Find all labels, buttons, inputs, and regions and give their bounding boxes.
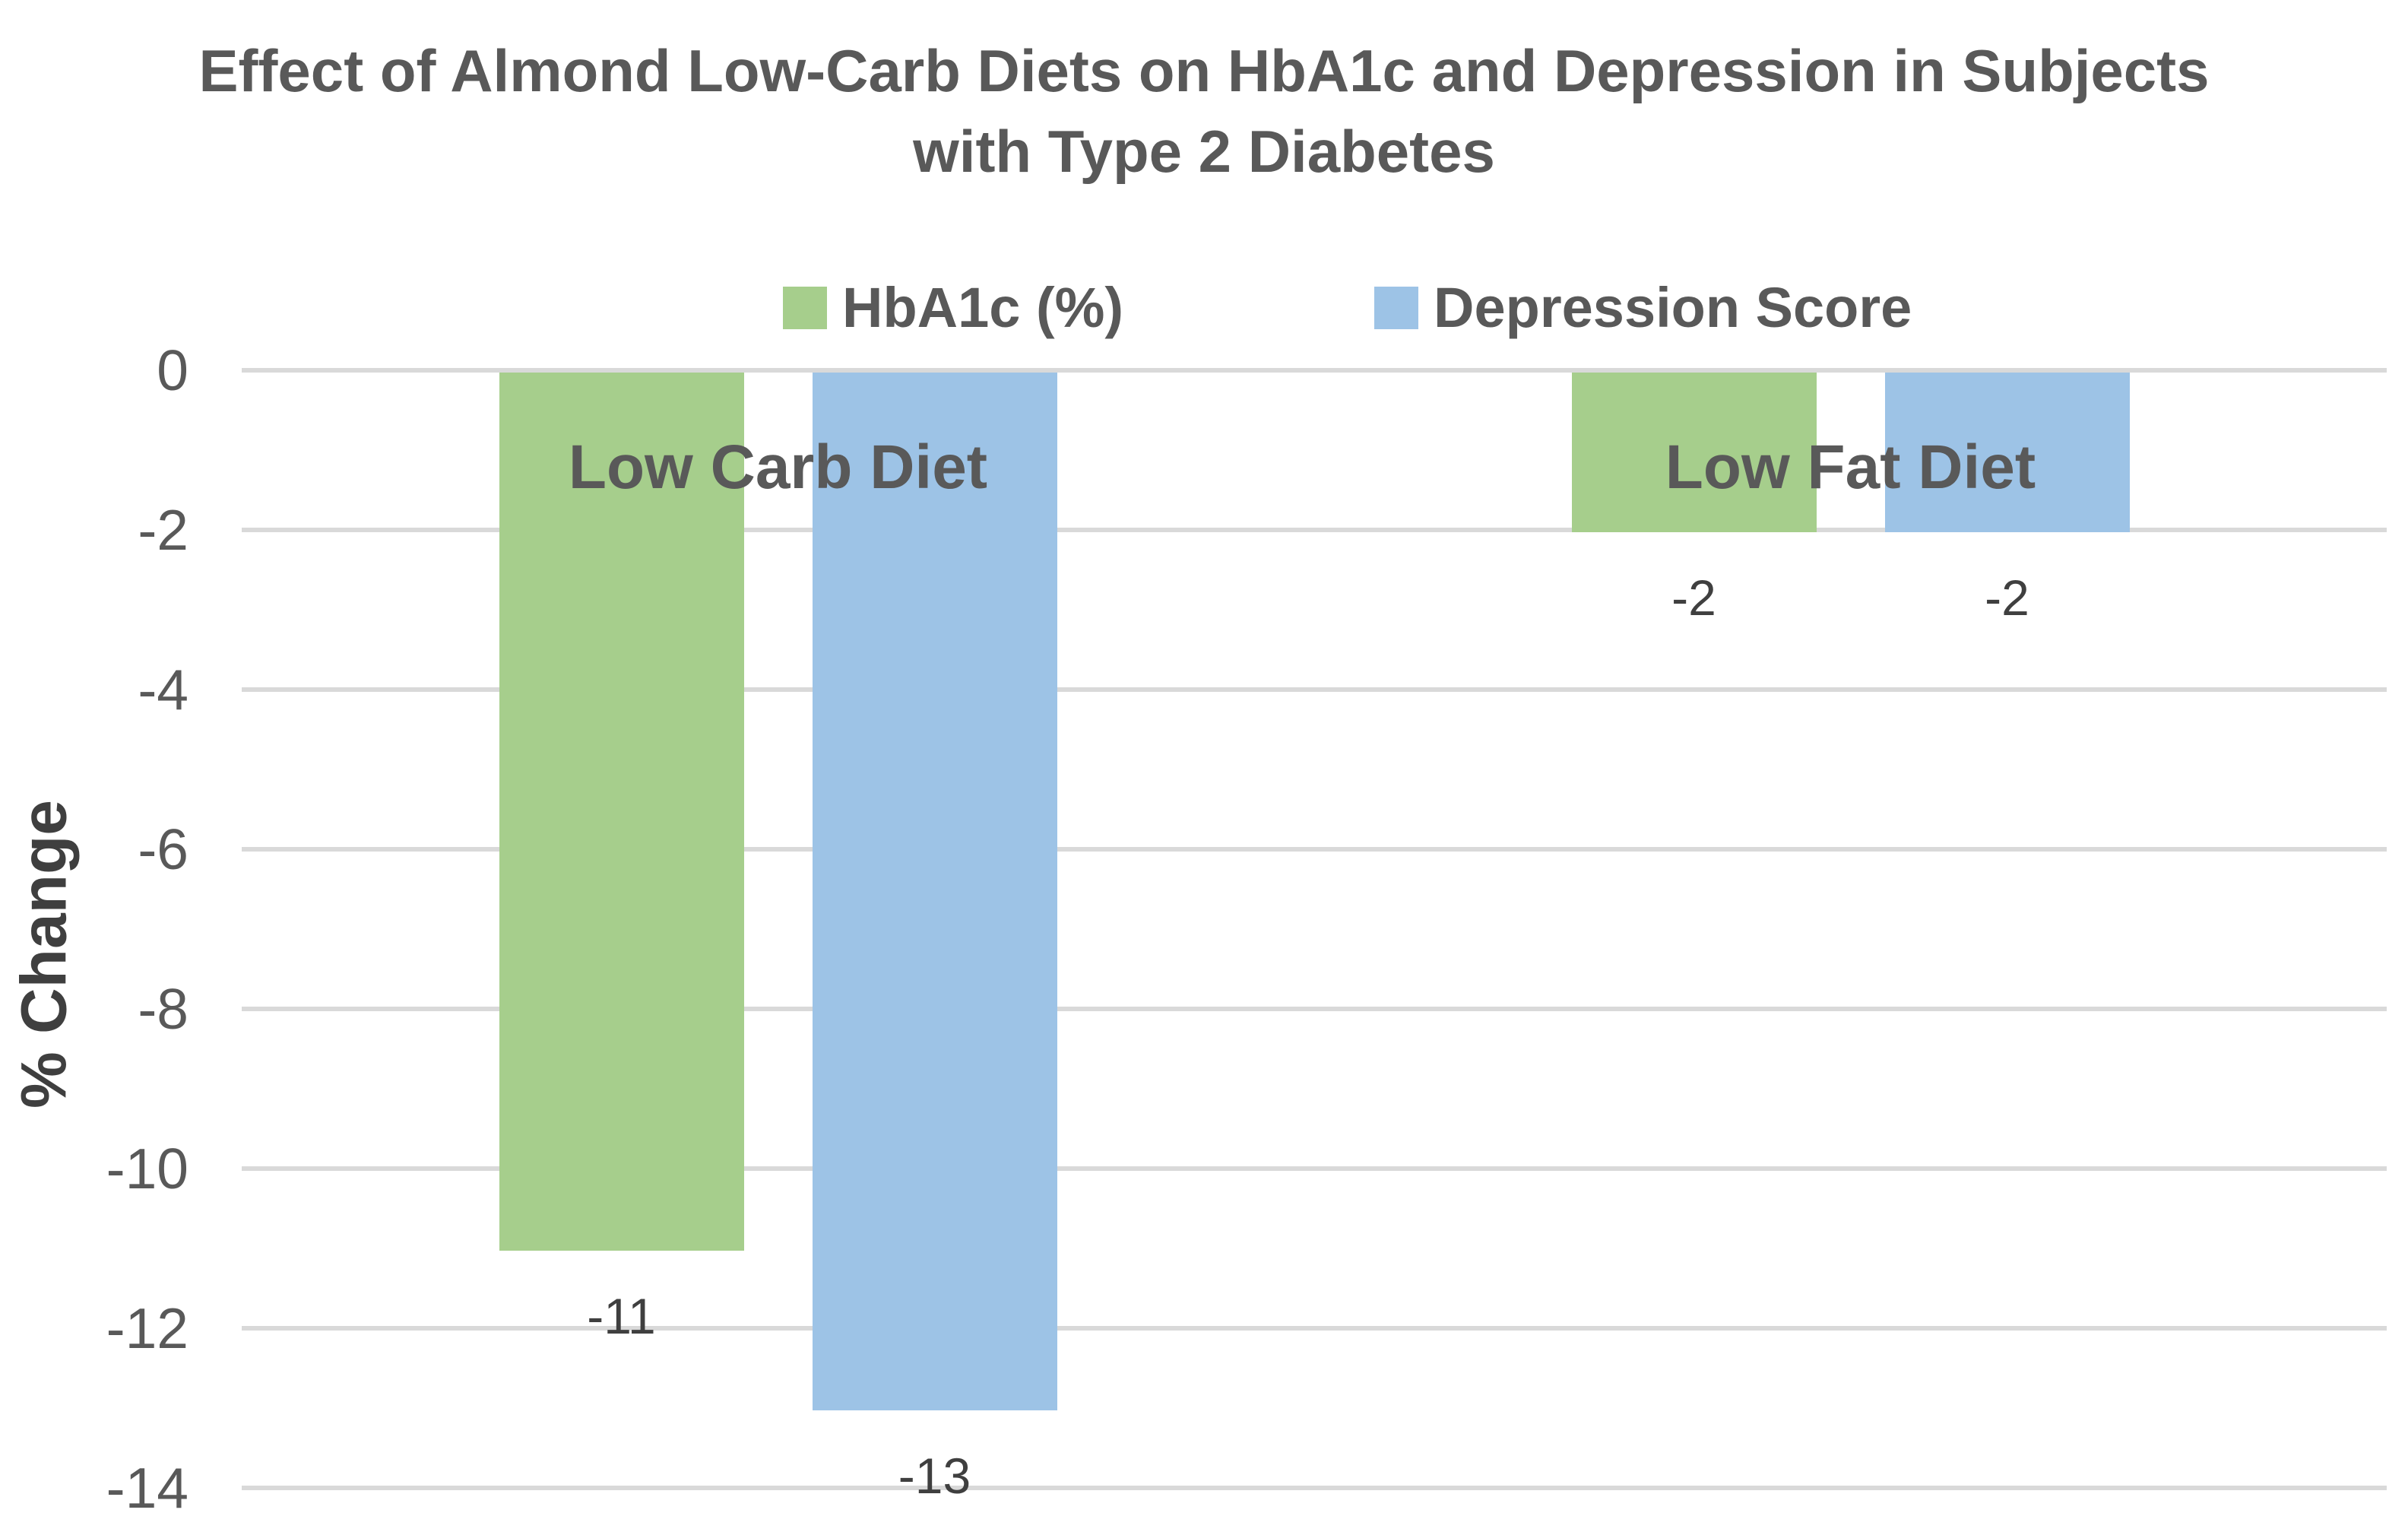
y-tick-label: -10 — [106, 1137, 189, 1201]
chart-title: Effect of Almond Low-Carb Diets on HbA1c… — [198, 37, 2210, 185]
gridline — [242, 1326, 2387, 1331]
gridline — [242, 528, 2387, 532]
legend-swatch — [1374, 286, 1419, 329]
y-tick-label: -4 — [138, 658, 189, 722]
gridline — [242, 1166, 2387, 1171]
legend-entry: HbA1c (%) — [783, 275, 1123, 340]
y-tick-label: -8 — [138, 977, 189, 1041]
legend: HbA1c (%) Depression Score — [783, 275, 1912, 340]
gridline — [242, 687, 2387, 692]
bar-value-label: -2 — [1671, 569, 1716, 626]
bar-value-label: -2 — [1985, 569, 2029, 626]
y-tick-label: -14 — [106, 1456, 189, 1520]
bar — [1571, 373, 1817, 532]
y-tick-label: -12 — [106, 1296, 189, 1360]
legend-entry: Depression Score — [1374, 275, 1912, 340]
category-label: Low Carb Diet — [568, 433, 988, 502]
legend-label: HbA1c (%) — [842, 276, 1124, 339]
y-tick-label: -6 — [138, 817, 189, 881]
y-tick-label: -2 — [138, 498, 189, 562]
legend-label: Depression Score — [1434, 276, 1912, 339]
gridline — [242, 1486, 2387, 1490]
bar — [812, 373, 1057, 1410]
bar — [1884, 373, 2130, 532]
gridline — [242, 1007, 2387, 1011]
legend-swatch — [783, 286, 827, 329]
category-label: Low Fat Diet — [1665, 433, 2036, 502]
bar-value-label: -11 — [587, 1288, 656, 1344]
bar-value-label: -13 — [898, 1448, 971, 1504]
y-tick-label: 0 — [157, 338, 189, 402]
bar — [499, 373, 744, 1251]
gridline — [242, 847, 2387, 852]
gridline — [242, 368, 2387, 373]
